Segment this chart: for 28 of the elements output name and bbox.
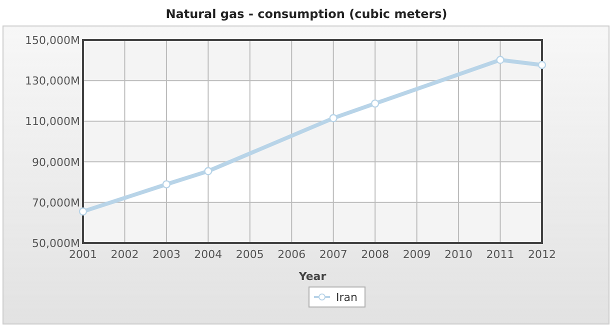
- x-tick-label: 2012: [528, 248, 556, 261]
- x-axis-title: Year: [298, 270, 327, 283]
- x-tick-label: 2010: [444, 248, 473, 261]
- point: [329, 114, 338, 122]
- y-tick-label: 150,000M: [25, 34, 80, 47]
- x-tick-label: 2004: [194, 248, 222, 261]
- x-tick-label: 2009: [402, 248, 431, 261]
- x-tick-label: 2011: [486, 248, 514, 261]
- point: [78, 207, 88, 216]
- point: [162, 180, 171, 188]
- x-tick-label: 2001: [69, 248, 97, 261]
- x-tick-label: 2002: [110, 248, 139, 261]
- legend-label: Iran: [336, 291, 358, 304]
- y-tick-label: 130,000M: [25, 74, 80, 88]
- point: [204, 167, 212, 176]
- x-tick-label: 2007: [319, 248, 348, 261]
- y-tick-label: 50,000M: [32, 237, 80, 250]
- x-tick-label: 2006: [278, 248, 306, 261]
- point: [496, 56, 504, 64]
- point: [370, 99, 380, 108]
- x-tick-label: 2005: [236, 248, 264, 261]
- point: [538, 60, 546, 70]
- y-tick-label: 110,000M: [25, 115, 80, 128]
- y-tick-label: 90,000M: [32, 156, 80, 169]
- y-tick-label: 70,000M: [32, 196, 80, 210]
- x-tick-label: 2008: [361, 248, 390, 261]
- x-tick-label: 2003: [152, 248, 180, 261]
- chart-title: Natural gas - consumption (cubic meters): [166, 7, 448, 21]
